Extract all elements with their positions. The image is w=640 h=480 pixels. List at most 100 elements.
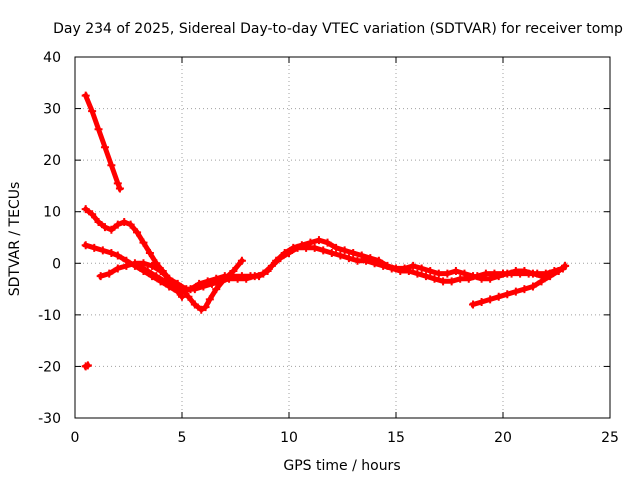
ticks: 0 5 10 15 20 25 -30 -20 -10 0 10 20 30 40 [38, 50, 619, 446]
y-tick-label: -10 [38, 308, 61, 324]
data-point [340, 246, 349, 255]
data-point [160, 277, 169, 286]
x-tick-label: 15 [387, 430, 405, 446]
data-point [430, 274, 439, 283]
y-tick-label: 10 [43, 205, 61, 221]
data-point [447, 277, 456, 286]
data-point [88, 210, 97, 219]
data-point [122, 261, 131, 270]
data-point [511, 267, 520, 276]
data-point [135, 261, 144, 270]
data-point [148, 261, 157, 270]
data-point [336, 251, 345, 260]
grid [75, 57, 610, 418]
data-point [115, 184, 124, 193]
data-point [229, 272, 238, 281]
data-point [96, 272, 105, 281]
data-point [310, 243, 319, 252]
data-point [451, 267, 460, 276]
data-point [201, 303, 210, 312]
series-track-7 [81, 361, 92, 371]
data-point [434, 269, 443, 278]
data-point [327, 248, 336, 257]
data-point [178, 287, 186, 296]
data-point [190, 300, 199, 309]
data-point [383, 261, 392, 270]
data-point [105, 269, 114, 278]
data-point [100, 143, 109, 152]
data-point [212, 274, 221, 283]
data-point [120, 218, 129, 227]
data-point [126, 220, 135, 229]
data-point [503, 269, 512, 278]
y-tick-label: 40 [43, 50, 61, 66]
data-point [439, 277, 448, 286]
data-point [400, 264, 409, 273]
data-point [107, 248, 116, 257]
data-point [477, 297, 486, 306]
data-point [426, 267, 435, 276]
data-point [456, 274, 465, 283]
data-point [460, 269, 469, 278]
data-point [212, 285, 221, 294]
data-point [186, 285, 195, 294]
data-point [289, 243, 298, 252]
series-track-3 [81, 241, 186, 301]
chart-title: Day 234 of 2025, Sidereal Day-to-day VTE… [53, 21, 623, 37]
data-point [486, 274, 495, 283]
data-point [319, 246, 328, 255]
data-point [409, 261, 418, 270]
x-tick-label: 0 [71, 430, 80, 446]
data-point [554, 267, 563, 276]
data-point [353, 256, 362, 265]
x-tick-label: 10 [280, 430, 298, 446]
data-point [220, 272, 229, 281]
data-point [494, 272, 503, 281]
data-point [469, 272, 478, 281]
data-point [297, 241, 306, 250]
data-point [145, 248, 154, 257]
data-point [561, 261, 570, 270]
data-point [486, 295, 495, 304]
data-point [306, 238, 315, 247]
plot-frame [74, 56, 611, 419]
data-point [421, 272, 430, 281]
data-point [520, 267, 529, 276]
y-tick-label: -20 [38, 359, 61, 375]
series-track-1 [81, 91, 124, 193]
y-tick-label: -30 [38, 411, 61, 427]
series-track-5 [135, 236, 570, 296]
data-point [139, 238, 148, 247]
data-point [203, 277, 212, 286]
series-line [82, 242, 186, 301]
data-point [323, 238, 332, 247]
x-axis-label: GPS time / hours [283, 458, 400, 474]
series-line [82, 205, 246, 313]
data-point [143, 267, 152, 276]
data-point [494, 292, 503, 301]
data-point [107, 225, 116, 234]
data-point [537, 277, 546, 286]
y-tick-label: 20 [43, 153, 61, 169]
data-point [469, 300, 478, 309]
data-point [520, 285, 529, 294]
data-point [156, 267, 165, 276]
data-point [413, 269, 422, 278]
data-point [344, 254, 353, 263]
data-point [503, 290, 512, 299]
data-point [528, 269, 537, 278]
data-point [98, 246, 107, 255]
data-point [83, 361, 92, 370]
data-point [417, 264, 426, 273]
data-point [477, 274, 486, 283]
data-point [366, 254, 375, 263]
data-point [113, 251, 122, 260]
data-point [272, 256, 281, 265]
y-tick-label: 30 [43, 102, 61, 118]
data-point [280, 248, 289, 257]
series-line [82, 92, 124, 192]
data-point [169, 282, 178, 291]
x-tick-label: 25 [601, 430, 619, 446]
data-point [263, 267, 272, 276]
